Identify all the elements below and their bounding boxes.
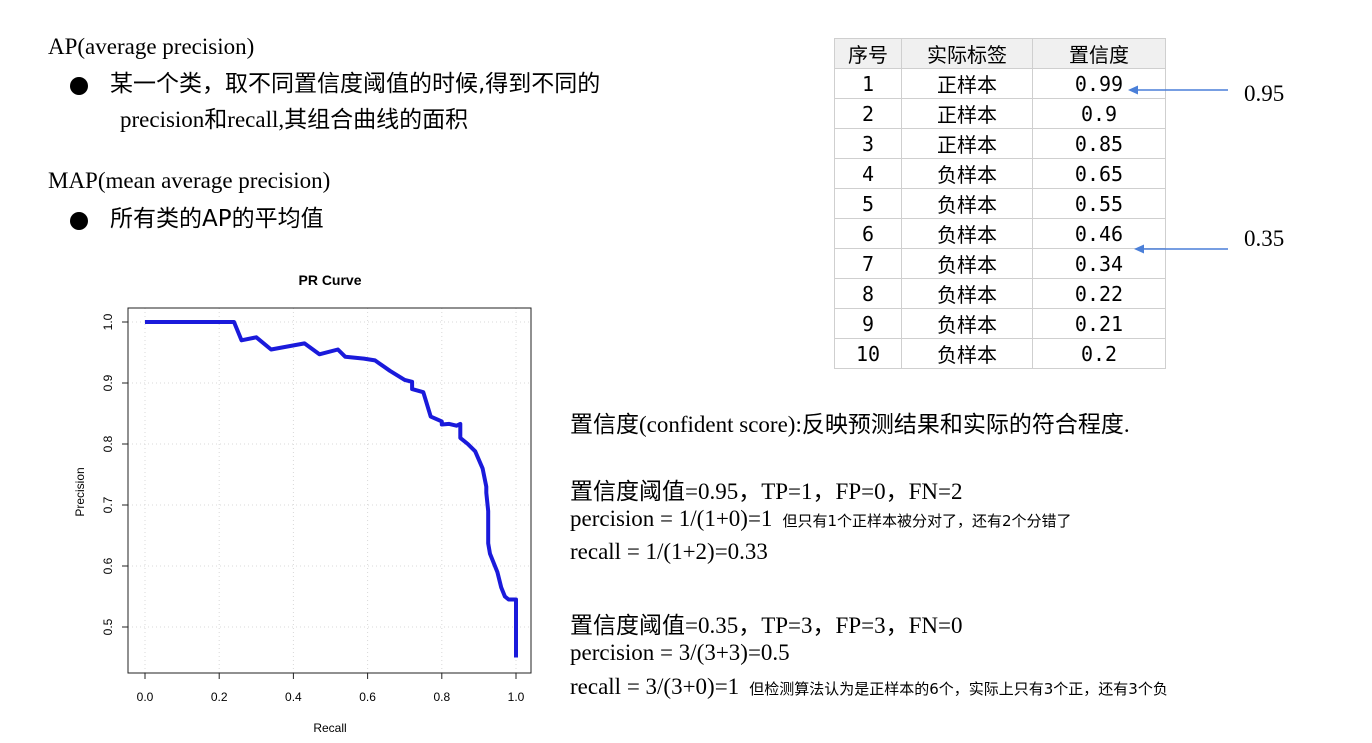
confidence-cell: 0.46 <box>1032 218 1166 249</box>
y-tick-label: 1.0 <box>101 313 115 330</box>
row-index-cell: 1 <box>834 68 902 99</box>
plot-frame <box>127 307 532 674</box>
case2-precision: percision = 3/(3+3)=0.5 <box>570 640 790 665</box>
actual-label-cell: 正样本 <box>901 68 1033 99</box>
column-header: 序号 <box>834 38 902 69</box>
actual-label-cell: 负样本 <box>901 338 1033 369</box>
row-index-cell: 2 <box>834 98 902 129</box>
map-bullet-text: 所有类的AP的平均值 <box>110 206 324 232</box>
case1-title: 置信度阈值=0.95，TP=1，FP=0，FN=2 <box>570 479 963 504</box>
map-heading: MAP(mean average precision) <box>48 168 331 193</box>
map-bullet: 所有类的AP的平均值 <box>70 199 324 233</box>
actual-label-cell: 正样本 <box>901 128 1033 159</box>
x-tick-label: 1.0 <box>508 690 525 704</box>
y-tick-label: 0.9 <box>101 374 115 391</box>
y-tick-label: 0.6 <box>101 557 115 574</box>
row-index-cell: 6 <box>834 218 902 249</box>
actual-label-cell: 负样本 <box>901 218 1033 249</box>
table-row: 7 负样本 0.34 <box>834 248 1166 279</box>
row-index-cell: 9 <box>834 308 902 339</box>
table-row: 8 负样本 0.22 <box>834 278 1166 309</box>
row-index-cell: 7 <box>834 248 902 279</box>
confidence-definition: 置信度(confident score):反映预测结果和实际的符合程度. <box>570 412 1130 437</box>
x-tick-label: 0.0 <box>137 690 154 704</box>
chart-title: PR Curve <box>298 272 361 288</box>
y-tick-label: 0.7 <box>101 496 115 513</box>
bullet-icon <box>70 76 88 95</box>
x-tick-label: 0.2 <box>211 690 228 704</box>
table-row: 2 正样本 0.9 <box>834 98 1166 129</box>
confidence-cell: 0.2 <box>1032 338 1166 369</box>
actual-label-cell: 正样本 <box>901 98 1033 129</box>
ap-bullet-line2: precision和recall,其组合曲线的面积 <box>120 107 469 132</box>
case1-precision-note: 但只有1个正样本被分对了，还有2个分错了 <box>782 512 1072 530</box>
actual-label-cell: 负样本 <box>901 158 1033 189</box>
confidence-cell: 0.85 <box>1032 128 1166 159</box>
arrow-095 <box>1128 85 1228 95</box>
table-row: 6 负样本 0.46 <box>834 218 1166 249</box>
table-row: 10 负样本 0.2 <box>834 338 1166 369</box>
confidence-cell: 0.99 <box>1032 68 1166 99</box>
table-row: 1 正样本 0.99 <box>834 68 1166 99</box>
y-tick-label: 0.5 <box>101 618 115 635</box>
row-index-cell: 10 <box>834 338 902 369</box>
table-row: 3 正样本 0.85 <box>834 128 1166 159</box>
x-tick-label: 0.4 <box>285 690 302 704</box>
y-axis-label: Precision <box>73 467 87 516</box>
x-tick-label: 0.6 <box>359 690 376 704</box>
column-header: 置信度 <box>1032 38 1166 69</box>
ap-bullet-line1: 某一个类，取不同置信度阈值的时候,得到不同的 <box>110 71 601 97</box>
table-row: 4 负样本 0.65 <box>834 158 1166 189</box>
confidence-cell: 0.55 <box>1032 188 1166 219</box>
threshold-label-high: 0.95 <box>1244 81 1285 106</box>
ap-heading: AP(average precision) <box>48 34 255 59</box>
row-index-cell: 4 <box>834 158 902 189</box>
y-tick-label: 0.8 <box>101 435 115 452</box>
ap-bullet: 某一个类，取不同置信度阈值的时候,得到不同的 <box>70 64 600 98</box>
actual-label-cell: 负样本 <box>901 308 1033 339</box>
actual-label-cell: 负样本 <box>901 278 1033 309</box>
bullet-icon <box>70 211 88 230</box>
actual-label-cell: 负样本 <box>901 248 1033 279</box>
confidence-table: 序号 实际标签 置信度 1 正样本 0.99 2 正样本 0.9 3 正样本 0.85 4 负样本 0… <box>834 38 1166 369</box>
case2-recall-formula: recall = 3/(3+0)=1 <box>570 674 740 699</box>
x-tick-label: 0.8 <box>433 690 450 704</box>
confidence-cell: 0.9 <box>1032 98 1166 129</box>
case2-recall: recall = 3/(3+0)=1 但检测算法认为是正样本的6个，实际上只有3个… <box>570 674 1168 700</box>
x-axis-label: Recall <box>313 721 346 735</box>
arrow-035 <box>1134 244 1228 254</box>
case2-title: 置信度阈值=0.35，TP=3，FP=3，FN=0 <box>570 613 963 638</box>
row-index-cell: 8 <box>834 278 902 309</box>
table-row: 5 负样本 0.55 <box>834 188 1166 219</box>
case1-precision: percision = 1/(1+0)=1 但只有1个正样本被分对了，还有2个分错… <box>570 506 1072 532</box>
row-index-cell: 5 <box>834 188 902 219</box>
case1-recall: recall = 1/(1+2)=0.33 <box>570 539 768 564</box>
confidence-cell: 0.21 <box>1032 308 1166 339</box>
table-row: 9 负样本 0.21 <box>834 308 1166 339</box>
table-header-row: 序号 实际标签 置信度 <box>834 38 1166 69</box>
pr-curve-line <box>145 320 518 658</box>
threshold-label-low: 0.35 <box>1244 226 1285 251</box>
threshold-arrows <box>1128 85 1228 254</box>
case1-precision-formula: percision = 1/(1+0)=1 <box>570 506 773 531</box>
actual-label-cell: 负样本 <box>901 188 1033 219</box>
column-header: 实际标签 <box>901 38 1033 69</box>
row-index-cell: 3 <box>834 128 902 159</box>
pr-curve-chart: PR Curve 0.0 0.2 0.4 0.6 0.8 1.0 0.5 0.6 0.7 0.8 0… <box>73 272 532 735</box>
case2-recall-note: 但检测算法认为是正样本的6个，实际上只有3个正，还有3个负 <box>749 680 1168 698</box>
